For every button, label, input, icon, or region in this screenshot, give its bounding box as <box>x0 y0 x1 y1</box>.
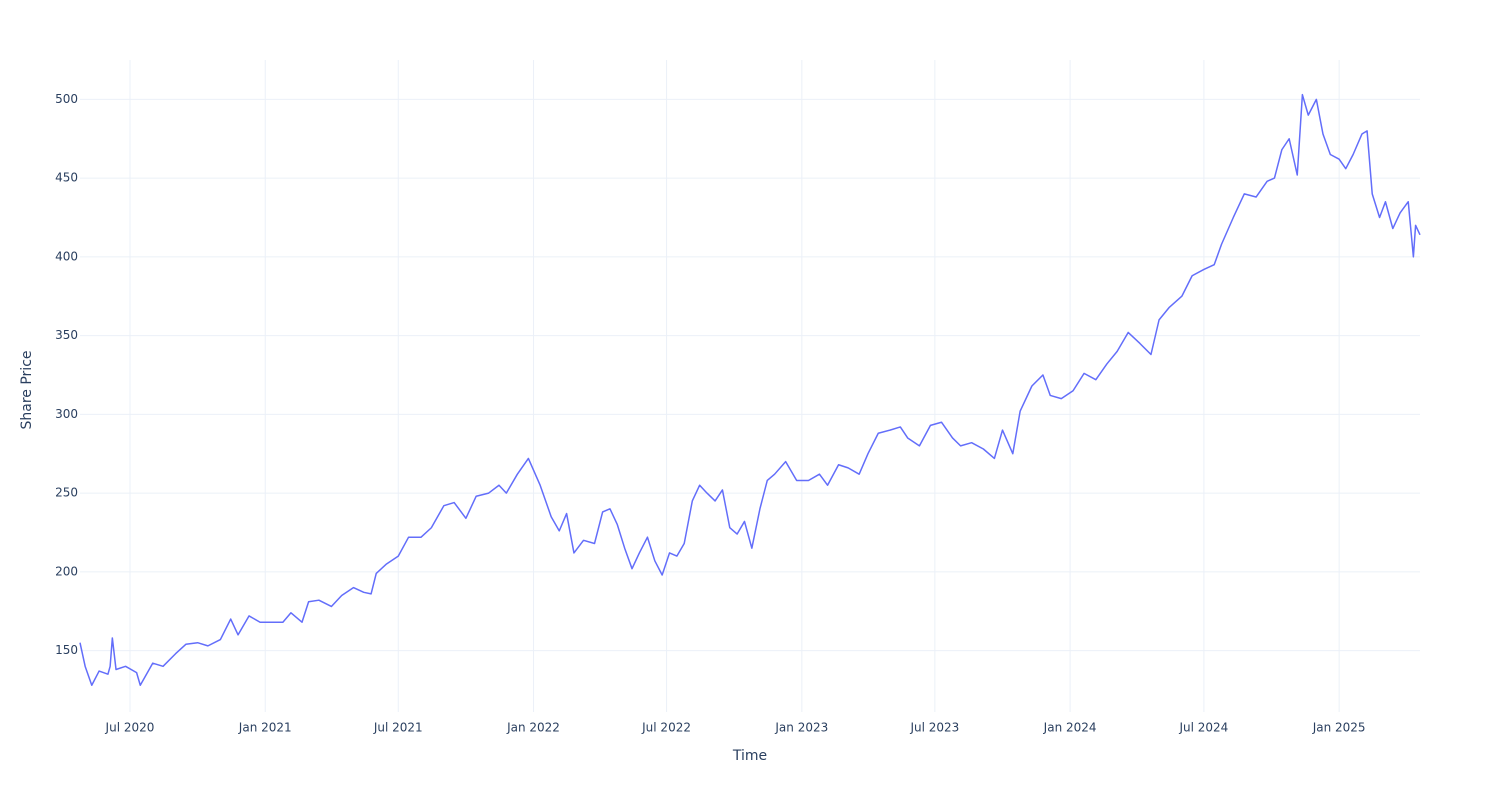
x-tick-label: Jul 2021 <box>373 721 423 735</box>
x-tick-label: Jul 2020 <box>105 721 155 735</box>
y-axis-title: Share Price <box>19 350 35 429</box>
x-tick-label: Jan 2022 <box>506 721 560 735</box>
x-tick-label: Jul 2023 <box>909 721 959 735</box>
x-tick-label: Jan 2023 <box>774 721 828 735</box>
price-line <box>79 93 1421 686</box>
x-axis-title: Time <box>732 748 767 764</box>
x-tick-label: Jul 2024 <box>1178 721 1228 735</box>
y-tick-label: 450 <box>55 171 78 185</box>
y-tick-label: 250 <box>55 486 78 500</box>
x-tick-label: Jan 2021 <box>238 721 292 735</box>
y-tick-label: 150 <box>55 643 78 657</box>
y-tick-label: 500 <box>55 92 78 106</box>
x-tick-label: Jan 2024 <box>1043 721 1097 735</box>
x-tick-label: Jul 2022 <box>641 721 691 735</box>
y-tick-label: 200 <box>55 564 78 578</box>
y-tick-label: 300 <box>55 407 78 421</box>
x-tick-label: Jan 2025 <box>1312 721 1366 735</box>
y-tick-label: 350 <box>55 328 78 342</box>
y-tick-label: 400 <box>55 249 78 263</box>
